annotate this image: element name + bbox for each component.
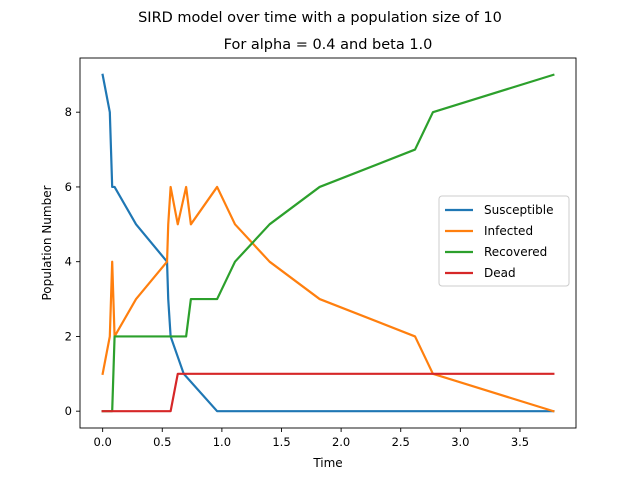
x-axis-label: Time [312,456,342,470]
series-layer [101,73,555,413]
y-tick-label: 6 [65,180,72,194]
x-tick-label: 2.5 [392,435,410,449]
series-line-susceptible [101,73,555,413]
x-tick-label: 0.5 [153,435,171,449]
y-tick-label: 0 [65,404,72,418]
y-tick-label: 2 [65,329,72,343]
series-line-infected [101,185,555,413]
series-line-dead [101,372,555,413]
x-axis-ticks: 0.0 0.5 1.0 1.5 2.0 2.5 3.0 3.5 [94,428,529,449]
x-tick-label: 3.0 [451,435,469,449]
x-tick-label: 0.0 [94,435,112,449]
y-axis-label: Population Number [40,185,54,300]
y-tick-label: 8 [65,105,72,119]
legend-label-infected: Infected [484,224,533,238]
x-tick-label: 2.0 [332,435,350,449]
legend: Susceptible Infected Recovered Dead [438,195,570,287]
axes-frame [79,57,577,429]
x-tick-label: 1.5 [272,435,290,449]
x-tick-label: 3.5 [511,435,529,449]
series-line-recovered [101,73,555,413]
legend-label-dead: Dead [484,266,516,280]
y-axis-ticks: 0 2 4 6 8 [65,105,80,418]
legend-box [438,195,570,287]
legend-label-recovered: Recovered [484,245,547,259]
chart-subtitle: For alpha = 0.4 and beta 1.0 [224,37,433,53]
y-tick-label: 4 [65,255,72,269]
legend-label-susceptible: Susceptible [484,203,553,217]
chart-title: SIRD model over time with a population s… [138,10,502,26]
legend-items: Susceptible Infected Recovered Dead [445,203,553,280]
x-tick-label: 1.0 [213,435,231,449]
